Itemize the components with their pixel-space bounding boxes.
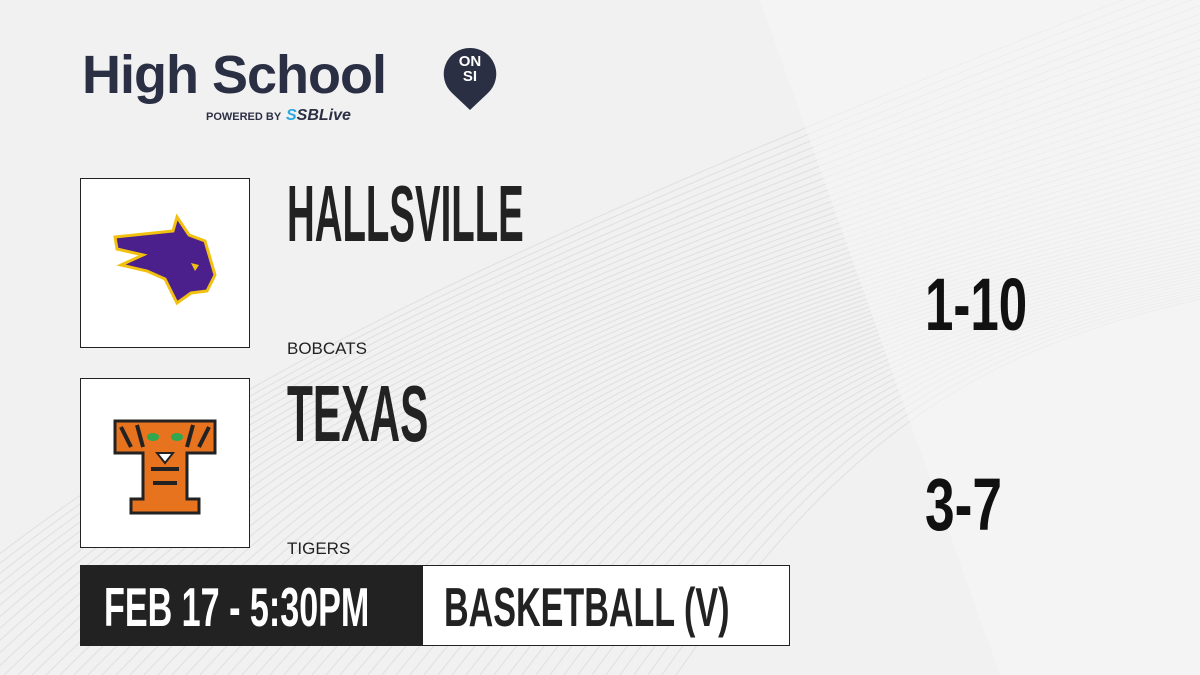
game-sport: BASKETBALL (V) (444, 576, 730, 638)
team-name-texas: TEXAS (287, 369, 429, 458)
badge-on: ON (458, 53, 482, 70)
on-si-pin-icon (443, 47, 497, 110)
sblive-logo: SSBLive (286, 107, 351, 124)
badge-si: SI (462, 68, 478, 85)
team-mascot-hallsville: BOBCATS (287, 339, 367, 358)
brand-title: High School (82, 45, 387, 105)
bobcat-logo-icon (113, 213, 217, 306)
team-name-hallsville: HALLSVILLE (287, 169, 524, 258)
team-mascot-texas: TIGERS (287, 539, 351, 558)
game-info-bar: FEB 17 - 5:30PM BASKETBALL (V) (80, 565, 790, 646)
team-record-texas: 3-7 (925, 463, 1003, 546)
sblive-s-icon: S (286, 107, 297, 124)
team-record-hallsville: 1-10 (925, 263, 1028, 346)
team-logo-texas (80, 378, 250, 548)
tiger-t-logo-icon (113, 419, 217, 515)
powered-by: POWERED BY (206, 111, 282, 123)
game-datetime: FEB 17 - 5:30PM (104, 576, 370, 638)
team-logo-hallsville (80, 178, 250, 348)
game-datetime-panel: FEB 17 - 5:30PM (81, 566, 423, 645)
